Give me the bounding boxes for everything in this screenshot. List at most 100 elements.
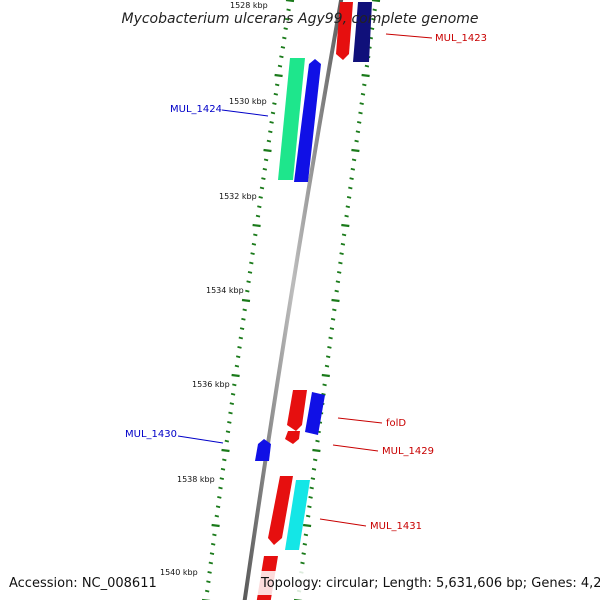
inner-tick-minor [282, 36, 287, 40]
gene-mul-1424-block[interactable] [294, 59, 321, 182]
outer-tick-minor [324, 364, 330, 368]
outer-tick-minor [364, 64, 370, 68]
outer-tick-minor [348, 186, 353, 190]
outer-tick-minor [327, 346, 332, 349]
inner-tick-minor [208, 561, 214, 565]
leader-fold [337, 417, 383, 424]
outer-tick-minor [308, 496, 313, 499]
outer-tick-minor [341, 233, 347, 237]
outer-tick-minor [302, 542, 308, 546]
inner-tick-minor [224, 439, 230, 443]
inner-tick-minor [250, 252, 255, 255]
gene-label-mul-1429[interactable]: MUL_1429 [382, 446, 434, 457]
inner-tick-minor [280, 46, 286, 49]
kbp-label-1530: 1530 kbp [229, 97, 267, 106]
gene-mul-1423-block[interactable] [353, 2, 372, 62]
inner-tick-minor [238, 336, 244, 340]
outer-tick-minor [371, 17, 376, 21]
inner-tick-minor [242, 308, 247, 312]
inner-tick-minor [220, 467, 226, 471]
outer-tick-major [302, 523, 312, 528]
inner-tick-minor [228, 411, 233, 415]
leader-mul-1431 [319, 518, 367, 527]
kbp-label-1534: 1534 kbp [206, 286, 244, 295]
inner-tick-minor [245, 289, 250, 293]
outer-tick-minor [350, 167, 356, 171]
inner-tick-minor [207, 571, 212, 574]
outer-tick-minor [312, 458, 318, 462]
inner-tick-minor [253, 233, 258, 237]
inner-tick-minor [237, 346, 242, 349]
outer-tick-minor [322, 383, 327, 387]
outer-tick-minor [321, 392, 326, 396]
outer-tick-minor [310, 477, 316, 480]
outer-tick-major [361, 73, 370, 78]
outer-tick-minor [336, 271, 342, 274]
gene-fold-block[interactable] [305, 392, 325, 435]
outer-tick-minor [307, 505, 312, 509]
gene-mul-1424-green-block[interactable] [278, 58, 305, 180]
outer-tick-minor [303, 533, 309, 537]
outer-tick-minor [358, 111, 363, 115]
inner-tick-minor [247, 271, 253, 274]
leader-mul-1423 [385, 33, 433, 39]
kbp-label-1538: 1538 kbp [177, 475, 215, 484]
outer-tick-minor [362, 83, 367, 87]
outer-tick-minor [325, 355, 331, 359]
genome-summary-text: Topology: circular; Length: 5,631,606 bp… [260, 576, 600, 591]
gene-mul-1430-block[interactable] [255, 439, 271, 461]
kbp-label-1532: 1532 kbp [219, 192, 257, 201]
outer-tick-minor [338, 261, 343, 265]
gene-mul-1431-block[interactable] [285, 480, 310, 550]
gene-mul-1429-block[interactable] [285, 431, 300, 444]
footer-backdrop [256, 571, 596, 595]
outer-tick-major [351, 148, 360, 153]
inner-tick-minor [219, 477, 225, 480]
inner-tick-minor [210, 542, 216, 546]
inner-tick-minor [230, 392, 236, 396]
gene-features [255, 2, 372, 600]
gene-mul-1423-reverse-block[interactable] [336, 2, 353, 60]
kbp-label-1540: 1540 kbp [160, 568, 198, 577]
outer-tick-major [312, 448, 321, 453]
inner-tick-minor [255, 214, 261, 218]
outer-tick-minor [329, 327, 335, 330]
outer-tick-minor [335, 280, 341, 284]
inner-tick-minor [258, 196, 263, 199]
gene-label-fold[interactable]: folD [386, 418, 406, 429]
inner-tick-minor [283, 27, 288, 30]
outer-tick-minor [345, 205, 351, 209]
outer-tick-minor [311, 467, 317, 471]
inner-tick-minor [222, 458, 227, 462]
outer-tick-minor [346, 196, 352, 199]
leader-mul-1424 [221, 109, 269, 117]
gene-label-mul-1431[interactable]: MUL_1431 [370, 521, 422, 532]
outer-tick-minor [330, 317, 336, 321]
inner-tick-minor [214, 514, 220, 518]
outer-tick-minor [334, 289, 339, 293]
inner-tick-minor [286, 8, 291, 12]
gene-label-mul-1424[interactable]: MUL_1424 [170, 104, 222, 115]
gene-fold-reverse-block[interactable] [287, 390, 307, 431]
outer-tick-minor [340, 242, 346, 246]
gene-mul-1431-reverse-block[interactable] [268, 476, 293, 545]
outer-tick-minor [305, 514, 311, 518]
inner-tick-minor [279, 55, 284, 59]
leader-mul-1430 [177, 435, 224, 444]
inner-tick-major [252, 223, 261, 228]
inner-tick-minor [225, 430, 231, 434]
gene-label-mul-1430[interactable]: MUL_1430 [125, 429, 177, 440]
outer-tick-major [331, 298, 340, 303]
inner-tick-major [231, 373, 240, 378]
outer-tick-minor [300, 561, 305, 565]
map-title: Mycobacterium ulcerans Agy99, complete g… [121, 11, 478, 27]
outer-tick-minor [332, 308, 337, 312]
inner-tick-minor [263, 158, 269, 162]
inner-tick-major [274, 73, 283, 78]
inner-tick-minor [241, 317, 246, 321]
label-leader-lines [177, 33, 433, 527]
gene-label-mul-1423[interactable]: MUL_1423 [435, 33, 487, 44]
inner-tick-minor [218, 486, 223, 490]
